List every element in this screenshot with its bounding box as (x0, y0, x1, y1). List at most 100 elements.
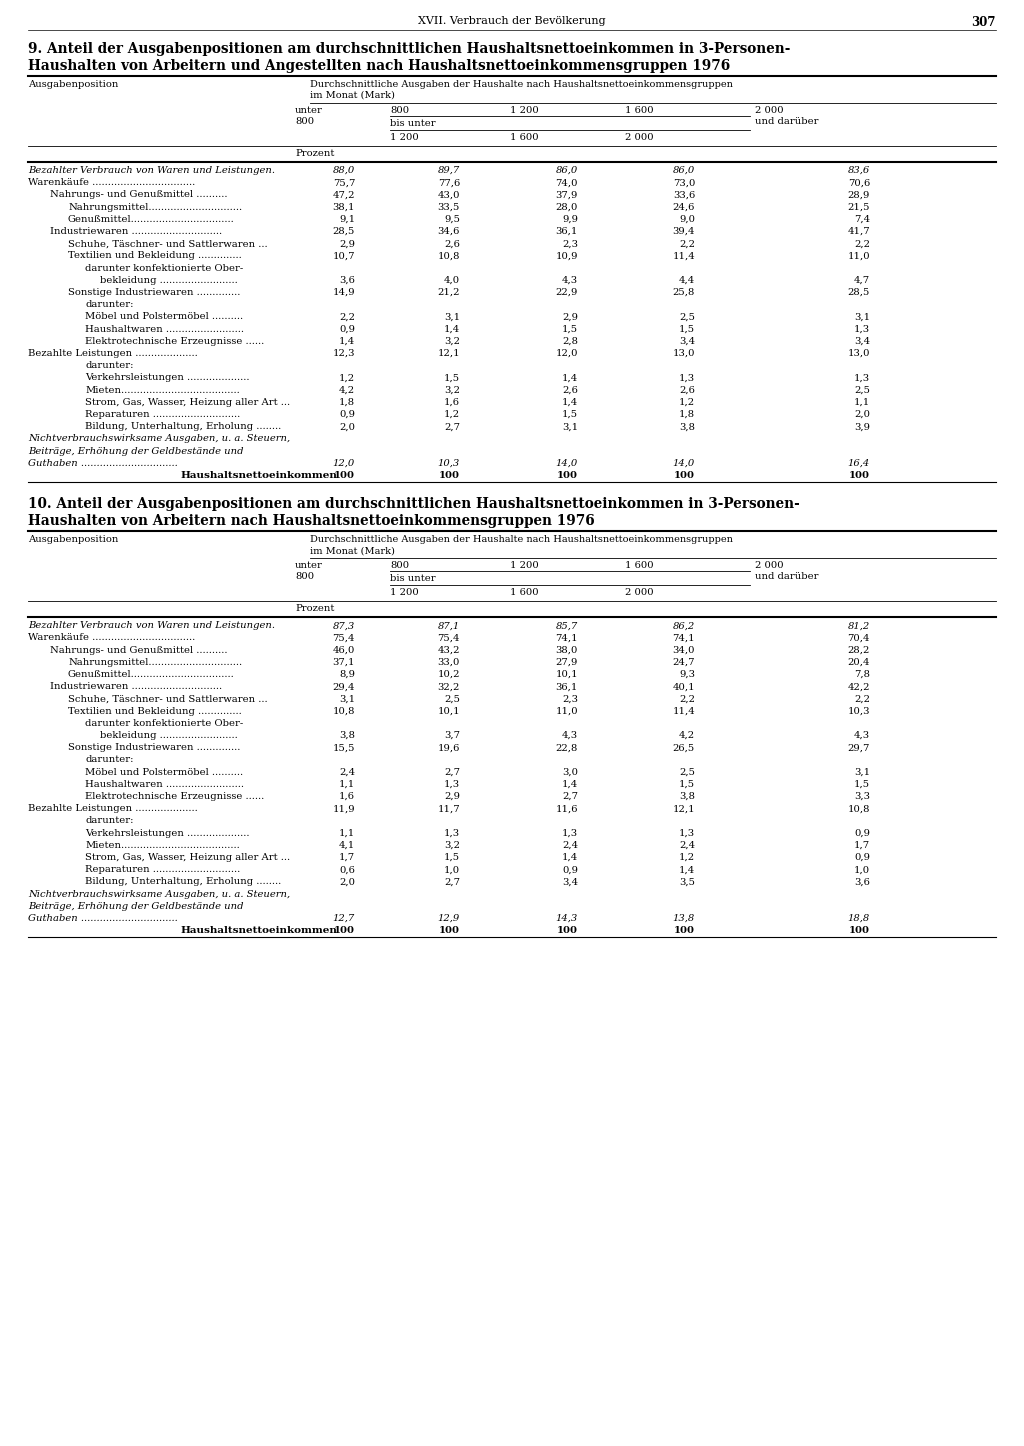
Text: Nahrungs- und Genußmittel ..........: Nahrungs- und Genußmittel .......... (50, 645, 227, 655)
Text: 14,9: 14,9 (333, 288, 355, 296)
Text: 1,5: 1,5 (679, 779, 695, 790)
Text: 1,5: 1,5 (679, 324, 695, 334)
Text: Sonstige Industriewaren ..............: Sonstige Industriewaren .............. (68, 288, 241, 296)
Text: 10,8: 10,8 (437, 252, 460, 260)
Text: 1,7: 1,7 (854, 840, 870, 850)
Text: 2,9: 2,9 (339, 239, 355, 249)
Text: bis unter: bis unter (390, 119, 435, 129)
Text: 1,5: 1,5 (443, 853, 460, 862)
Text: Bezahlte Leistungen ....................: Bezahlte Leistungen .................... (28, 804, 198, 813)
Text: 28,9: 28,9 (848, 191, 870, 200)
Text: Textilien und Bekleidung ..............: Textilien und Bekleidung .............. (68, 707, 242, 716)
Text: 10. Anteil der Ausgabenpositionen am durchschnittlichen Haushaltsnettoeinkommen : 10. Anteil der Ausgabenpositionen am dur… (28, 497, 800, 512)
Text: 87,3: 87,3 (333, 622, 355, 630)
Text: 2,4: 2,4 (679, 840, 695, 850)
Text: 4,3: 4,3 (562, 732, 578, 740)
Text: 0,9: 0,9 (339, 324, 355, 334)
Text: 0,9: 0,9 (854, 829, 870, 837)
Text: 34,0: 34,0 (673, 645, 695, 655)
Text: 88,0: 88,0 (333, 166, 355, 175)
Text: Genußmittel.................................: Genußmittel.............................… (68, 669, 234, 680)
Text: 100: 100 (334, 471, 355, 480)
Text: 86,0: 86,0 (556, 166, 578, 175)
Text: 0,9: 0,9 (854, 853, 870, 862)
Text: 1,2: 1,2 (679, 398, 695, 406)
Text: 86,2: 86,2 (673, 622, 695, 630)
Text: 3,7: 3,7 (444, 732, 460, 740)
Text: 25,8: 25,8 (673, 288, 695, 296)
Text: 33,5: 33,5 (437, 202, 460, 211)
Text: 1,4: 1,4 (562, 398, 578, 406)
Text: 1,3: 1,3 (854, 324, 870, 334)
Text: 3,3: 3,3 (854, 792, 870, 801)
Text: 28,0: 28,0 (556, 202, 578, 211)
Text: 39,4: 39,4 (673, 227, 695, 236)
Text: 43,0: 43,0 (437, 191, 460, 200)
Text: im Monat (Mark): im Monat (Mark) (310, 547, 395, 555)
Text: 3,1: 3,1 (339, 694, 355, 703)
Text: 85,7: 85,7 (556, 622, 578, 630)
Text: 73,0: 73,0 (673, 178, 695, 187)
Text: 1,1: 1,1 (339, 829, 355, 837)
Text: Haushaltsnettoeinkommen: Haushaltsnettoeinkommen (180, 927, 337, 936)
Text: 3,8: 3,8 (679, 422, 695, 431)
Text: darunter:: darunter: (85, 362, 133, 370)
Text: 1,4: 1,4 (562, 779, 578, 790)
Text: Reparaturen ............................: Reparaturen ............................ (85, 865, 241, 875)
Text: 2,0: 2,0 (339, 422, 355, 431)
Text: 10,8: 10,8 (333, 707, 355, 716)
Text: 75,4: 75,4 (333, 633, 355, 642)
Text: Prozent: Prozent (295, 149, 335, 158)
Text: Warenkäufe .................................: Warenkäufe .............................… (28, 633, 196, 642)
Text: 3,9: 3,9 (854, 422, 870, 431)
Text: Strom, Gas, Wasser, Heizung aller Art ...: Strom, Gas, Wasser, Heizung aller Art ..… (85, 398, 290, 406)
Text: 10,3: 10,3 (437, 458, 460, 469)
Text: 2,7: 2,7 (444, 878, 460, 886)
Text: 2,3: 2,3 (562, 694, 578, 703)
Text: Warenkäufe .................................: Warenkäufe .............................… (28, 178, 196, 187)
Text: Mieten......................................: Mieten..................................… (85, 840, 240, 850)
Text: Verkehrsleistungen ....................: Verkehrsleistungen .................... (85, 829, 250, 837)
Text: 41,7: 41,7 (848, 227, 870, 236)
Text: 24,6: 24,6 (673, 202, 695, 211)
Text: Schuhe, Täschner- und Sattlerwaren ...: Schuhe, Täschner- und Sattlerwaren ... (68, 239, 267, 249)
Text: 1,4: 1,4 (679, 865, 695, 875)
Text: darunter:: darunter: (85, 755, 133, 765)
Text: Haushaltwaren .........................: Haushaltwaren ......................... (85, 779, 244, 790)
Text: Durchschnittliche Ausgaben der Haushalte nach Haushaltsnettoeinkommensgruppen: Durchschnittliche Ausgaben der Haushalte… (310, 535, 733, 544)
Text: Elektrotechnische Erzeugnisse ......: Elektrotechnische Erzeugnisse ...... (85, 337, 264, 346)
Text: 38,0: 38,0 (556, 645, 578, 655)
Text: 2,6: 2,6 (679, 386, 695, 395)
Text: 1,8: 1,8 (339, 398, 355, 406)
Text: Sonstige Industriewaren ..............: Sonstige Industriewaren .............. (68, 743, 241, 752)
Text: Prozent: Prozent (295, 604, 335, 613)
Text: 1,3: 1,3 (854, 373, 870, 382)
Text: Nichtverbrauchswirksame Ausgaben, u. a. Steuern,: Nichtverbrauchswirksame Ausgaben, u. a. … (28, 434, 290, 444)
Text: 2 000: 2 000 (625, 589, 653, 597)
Text: 11,6: 11,6 (555, 804, 578, 813)
Text: 100: 100 (849, 927, 870, 936)
Text: 2,2: 2,2 (854, 239, 870, 249)
Text: 12,1: 12,1 (673, 804, 695, 813)
Text: 2,0: 2,0 (339, 878, 355, 886)
Text: 2 000: 2 000 (755, 106, 783, 116)
Text: 27,9: 27,9 (556, 658, 578, 667)
Text: 100: 100 (849, 471, 870, 480)
Text: 2,7: 2,7 (444, 768, 460, 777)
Text: 4,4: 4,4 (679, 276, 695, 285)
Text: 307: 307 (972, 16, 996, 29)
Text: 14,3: 14,3 (556, 914, 578, 923)
Text: Bezahlter Verbrauch von Waren und Leistungen.: Bezahlter Verbrauch von Waren und Leistu… (28, 166, 275, 175)
Text: 4,3: 4,3 (854, 732, 870, 740)
Text: 11,4: 11,4 (672, 252, 695, 260)
Text: 3,1: 3,1 (562, 422, 578, 431)
Text: 83,6: 83,6 (848, 166, 870, 175)
Text: 22,8: 22,8 (556, 743, 578, 752)
Text: 74,1: 74,1 (673, 633, 695, 642)
Text: 2,2: 2,2 (339, 312, 355, 321)
Text: 0,9: 0,9 (562, 865, 578, 875)
Text: 28,5: 28,5 (333, 227, 355, 236)
Text: Textilien und Bekleidung ..............: Textilien und Bekleidung .............. (68, 252, 242, 260)
Text: 9,5: 9,5 (444, 215, 460, 224)
Text: 37,1: 37,1 (333, 658, 355, 667)
